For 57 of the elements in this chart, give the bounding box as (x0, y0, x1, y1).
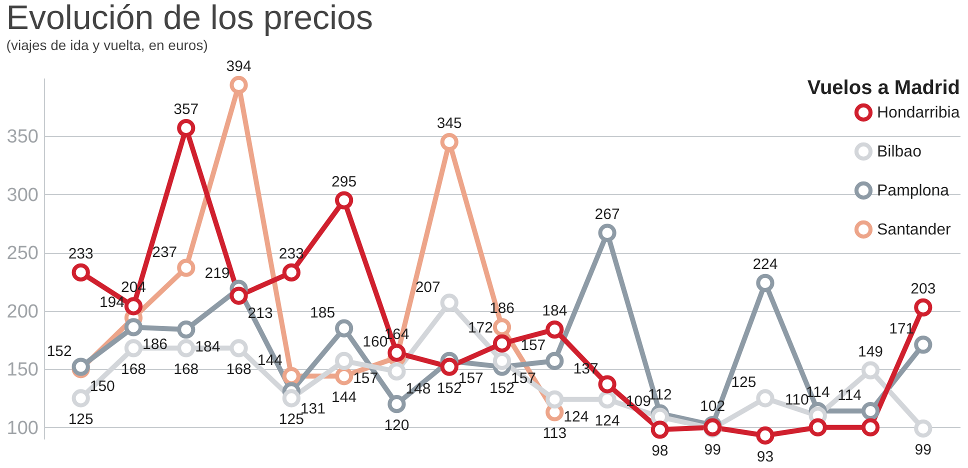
y-tick-label: 100 (6, 418, 38, 439)
legend-label: Hondarribia (877, 104, 960, 122)
data-label: 124 (564, 408, 589, 426)
data-label: 184 (542, 302, 568, 320)
data-label: 113 (542, 425, 567, 442)
chart-subtitle: (viajes de ida y vuelta, en euros) (6, 36, 208, 53)
y-tick-label: 300 (6, 184, 38, 206)
data-label: 357 (174, 101, 199, 118)
data-label: 168 (174, 361, 199, 378)
data-label: 213 (248, 304, 273, 322)
data-label: 194 (99, 294, 124, 311)
data-label: 184 (195, 338, 220, 356)
y-tick-label: 350 (6, 126, 38, 148)
data-label: 185 (310, 304, 336, 322)
legend-label: Santander (877, 222, 952, 238)
chart-title: Evolución de los precios (6, 0, 373, 37)
data-label: 144 (257, 352, 282, 370)
data-label: 295 (332, 173, 357, 190)
data-label: 98 (652, 442, 668, 460)
data-label: 168 (226, 361, 252, 378)
data-label: 99 (704, 442, 721, 459)
data-label: 150 (90, 378, 115, 396)
data-label: 125 (68, 411, 94, 428)
data-label: 224 (752, 256, 778, 273)
data-label: 345 (436, 115, 462, 132)
y-tick-label: 250 (6, 243, 38, 264)
data-label: 102 (700, 398, 726, 416)
legend-title: Vuelos a Madrid (807, 77, 960, 99)
data-label: 149 (858, 343, 884, 360)
y-tick-label: 150 (6, 360, 38, 381)
data-label: 237 (152, 244, 178, 261)
data-label: 99 (914, 442, 932, 459)
data-label: 157 (353, 370, 378, 387)
data-label: 203 (910, 280, 936, 298)
data-label: 148 (406, 380, 431, 398)
data-label: 219 (204, 264, 230, 282)
data-label: 233 (278, 245, 304, 262)
data-label: 186 (489, 300, 515, 318)
data-label: 124 (594, 412, 620, 430)
legend-label: Pamplona (877, 182, 950, 200)
data-label: 157 (520, 336, 546, 354)
data-label: 207 (415, 278, 440, 296)
data-label: 144 (332, 389, 357, 406)
data-label: 120 (384, 417, 410, 434)
data-label: 168 (120, 361, 146, 378)
data-label: 125 (731, 374, 756, 392)
data-label: 93 (756, 448, 774, 466)
data-label: 152 (46, 342, 72, 360)
y-tick-label: 200 (6, 301, 38, 322)
data-label: 152 (436, 380, 462, 397)
data-label: 267 (594, 206, 620, 223)
data-label: 186 (142, 336, 168, 354)
legend-label: Bilbao (877, 144, 922, 160)
data-label: 172 (468, 320, 493, 337)
data-label: 394 (226, 58, 252, 75)
data-label: 233 (68, 245, 94, 262)
data-label: 114 (838, 387, 862, 404)
